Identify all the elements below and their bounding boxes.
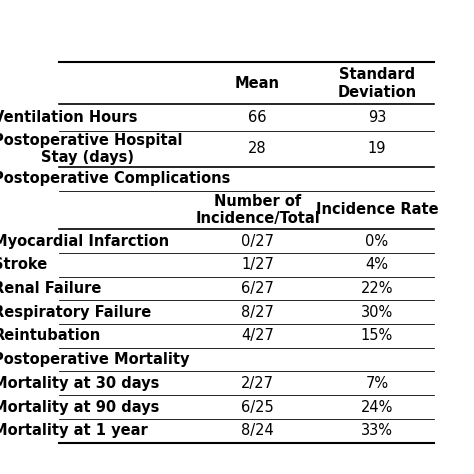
Text: 4%: 4% xyxy=(365,257,389,272)
Text: 66: 66 xyxy=(248,110,267,125)
Text: 28: 28 xyxy=(248,141,267,156)
Text: 6/27: 6/27 xyxy=(241,281,274,296)
Text: Stroke: Stroke xyxy=(0,257,47,272)
Text: Ventilation Hours: Ventilation Hours xyxy=(0,110,137,125)
Text: Postoperative Hospital
Stay (days): Postoperative Hospital Stay (days) xyxy=(0,133,182,165)
Text: 33%: 33% xyxy=(361,423,393,438)
Text: Mortality at 30 days: Mortality at 30 days xyxy=(0,376,160,391)
Text: Mean: Mean xyxy=(235,76,280,91)
Text: Postoperative Complications: Postoperative Complications xyxy=(0,172,230,186)
Text: Renal Failure: Renal Failure xyxy=(0,281,101,296)
Text: 15%: 15% xyxy=(361,328,393,343)
Text: Postoperative Mortality: Postoperative Mortality xyxy=(0,352,190,367)
Text: Respiratory Failure: Respiratory Failure xyxy=(0,305,151,319)
Text: 19: 19 xyxy=(368,141,386,156)
Text: 22%: 22% xyxy=(361,281,393,296)
Text: 6/25: 6/25 xyxy=(241,400,274,415)
Text: 2/27: 2/27 xyxy=(241,376,274,391)
Text: Mortality at 1 year: Mortality at 1 year xyxy=(0,423,148,438)
Text: 8/24: 8/24 xyxy=(241,423,274,438)
Text: Incidence Rate: Incidence Rate xyxy=(316,202,438,218)
Text: 4/27: 4/27 xyxy=(241,328,274,343)
Text: Number of
Incidence/Total: Number of Incidence/Total xyxy=(195,194,320,226)
Text: Mortality at 90 days: Mortality at 90 days xyxy=(0,400,160,415)
Text: 93: 93 xyxy=(368,110,386,125)
Text: 24%: 24% xyxy=(361,400,393,415)
Text: 7%: 7% xyxy=(365,376,389,391)
Text: 0/27: 0/27 xyxy=(241,234,274,248)
Text: Myocardial Infarction: Myocardial Infarction xyxy=(0,234,169,248)
Text: 8/27: 8/27 xyxy=(241,305,274,319)
Text: Reintubation: Reintubation xyxy=(0,328,100,343)
Text: Standard
Deviation: Standard Deviation xyxy=(337,67,417,100)
Text: 1/27: 1/27 xyxy=(241,257,274,272)
Text: 30%: 30% xyxy=(361,305,393,319)
Text: 0%: 0% xyxy=(365,234,389,248)
